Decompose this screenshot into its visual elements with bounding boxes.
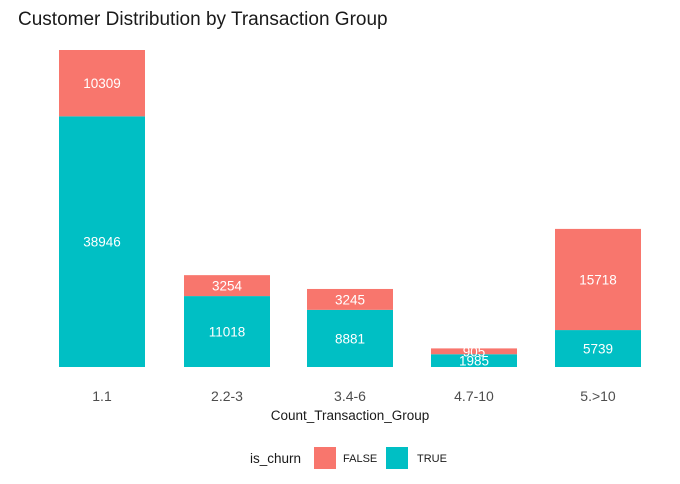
- x-tick-label-0: 1.1: [92, 388, 112, 404]
- bar-true-2: [307, 309, 393, 367]
- x-tick-label-1: 2.2-3: [211, 388, 243, 404]
- data-label-true-2: 8881: [335, 331, 365, 346]
- bar-true-4: [555, 330, 641, 367]
- legend: is_churn FALSE TRUE: [250, 447, 447, 469]
- data-label-false-3: 905: [463, 344, 486, 359]
- bar-false-1: [184, 275, 270, 297]
- bar-true-1: [184, 296, 270, 367]
- x-tick-label-3: 4.7-10: [454, 388, 494, 404]
- data-label-true-3: 1985: [459, 354, 489, 369]
- legend-key-false: [314, 447, 336, 469]
- bar-false-4: [555, 228, 641, 331]
- legend-label-true: TRUE: [417, 453, 447, 465]
- data-label-false-4: 15718: [579, 272, 617, 287]
- x-tick-labels: 1.1 2.2-3 3.4-6 4.7-10 5.>10: [92, 388, 616, 404]
- legend-title: is_churn: [250, 451, 301, 466]
- data-label-true-4: 5739: [583, 342, 613, 357]
- bar-false-0: [59, 50, 145, 117]
- legend-label-false: FALSE: [343, 453, 377, 465]
- legend-key-true: [386, 447, 408, 469]
- chart-title: Customer Distribution by Transaction Gro…: [18, 9, 388, 30]
- data-label-false-2: 3245: [335, 292, 365, 307]
- x-tick-label-4: 5.>10: [580, 388, 616, 404]
- x-axis-title: Count_Transaction_Group: [271, 408, 430, 423]
- bar-false-2: [307, 288, 393, 310]
- bar-false-3: [431, 348, 517, 355]
- data-label-true-0: 38946: [83, 235, 121, 250]
- bar-true-0: [59, 116, 145, 367]
- data-label-false-1: 3254: [212, 279, 243, 294]
- x-tick-label-2: 3.4-6: [334, 388, 366, 404]
- bar-true-3: [431, 354, 517, 367]
- data-label-true-1: 11018: [209, 325, 246, 340]
- data-label-false-0: 10309: [83, 76, 121, 91]
